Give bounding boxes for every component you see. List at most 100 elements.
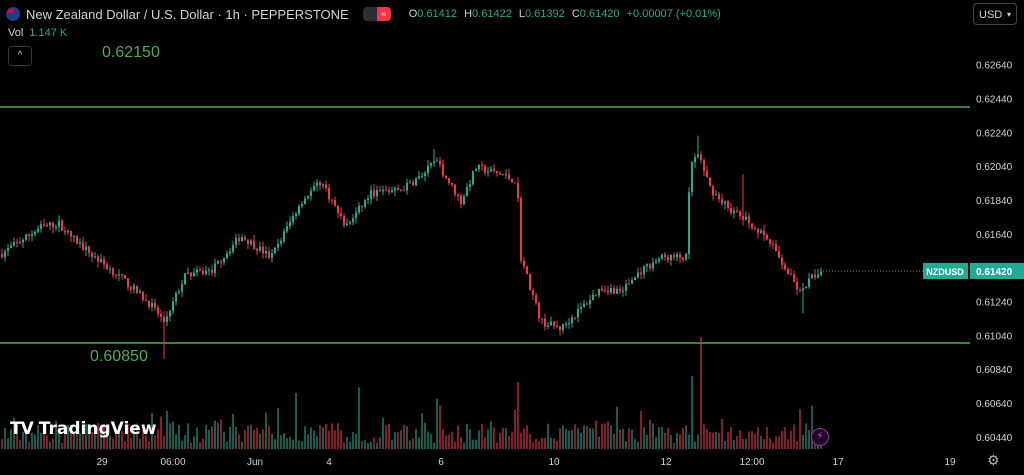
volume-bar bbox=[310, 427, 312, 449]
volume-bar bbox=[229, 426, 231, 449]
symbol-title[interactable]: New Zealand Dollar / U.S. Dollar · 1h · … bbox=[26, 6, 349, 22]
candle-body bbox=[334, 200, 336, 206]
candle-body bbox=[601, 288, 603, 291]
volume-bar bbox=[421, 413, 423, 449]
volume-bar bbox=[796, 440, 798, 449]
candle-body bbox=[82, 242, 84, 250]
candle-body bbox=[337, 205, 339, 213]
candle-body bbox=[148, 300, 150, 307]
volume-bar bbox=[160, 416, 162, 449]
volume-bar bbox=[568, 430, 570, 449]
candle-body bbox=[4, 251, 6, 258]
volume-bar bbox=[40, 432, 42, 449]
candle-body bbox=[556, 325, 558, 327]
candle-body bbox=[1, 254, 3, 258]
candle-body bbox=[520, 197, 522, 261]
candle-body bbox=[604, 290, 606, 292]
candle-body bbox=[538, 302, 540, 319]
lightning-icon[interactable]: ⚡ bbox=[811, 428, 829, 446]
candle-body bbox=[418, 176, 420, 179]
volume-bar bbox=[322, 427, 324, 449]
candle-body bbox=[421, 175, 423, 177]
volume-bar bbox=[556, 440, 558, 449]
volume-bar bbox=[415, 428, 417, 449]
volume-bar bbox=[355, 433, 357, 449]
candle-body bbox=[406, 182, 408, 191]
volume-value: 1.147 K bbox=[29, 27, 68, 39]
candle-body bbox=[709, 177, 711, 186]
candle-body bbox=[469, 184, 471, 188]
candle-body bbox=[739, 211, 741, 217]
candle-body bbox=[37, 228, 39, 232]
candle-body bbox=[553, 321, 555, 326]
candle-body bbox=[391, 190, 393, 193]
volume-bar bbox=[730, 427, 732, 449]
price-tick-label: 0.60640 bbox=[976, 399, 1013, 410]
volume-bar bbox=[235, 426, 237, 449]
last-price-badge-text: 0.61420 bbox=[976, 267, 1013, 278]
volume-bar bbox=[676, 433, 678, 449]
candle-body bbox=[358, 205, 360, 213]
volume-bar bbox=[106, 429, 108, 449]
volume-bar bbox=[181, 440, 183, 449]
wave-icon[interactable]: ≈ bbox=[376, 7, 391, 21]
volume-bar bbox=[376, 442, 378, 449]
volume-bar bbox=[295, 393, 297, 449]
volume-bar bbox=[364, 440, 366, 449]
candle-body bbox=[385, 189, 387, 191]
volume-bar bbox=[481, 424, 483, 449]
candle-body bbox=[430, 163, 432, 166]
candle-body bbox=[730, 207, 732, 214]
candle-body bbox=[226, 253, 228, 258]
volume-bar bbox=[367, 442, 369, 449]
tradingview-logo[interactable]: TV TradingView bbox=[10, 419, 157, 439]
indicator-pill[interactable]: ≈ bbox=[362, 7, 391, 21]
candle-body bbox=[640, 272, 642, 275]
candle-body bbox=[424, 172, 426, 176]
candle-body bbox=[544, 318, 546, 327]
candle-body bbox=[316, 182, 318, 186]
volume-bar bbox=[550, 437, 552, 449]
time-tick-label: 12 bbox=[660, 457, 672, 468]
candle-body bbox=[16, 242, 18, 244]
collapse-legend-button[interactable]: ^ bbox=[8, 46, 32, 66]
candle-body bbox=[448, 177, 450, 183]
volume-bar bbox=[535, 438, 537, 449]
candle-body bbox=[283, 231, 285, 242]
candle-body bbox=[190, 272, 192, 277]
volume-bar bbox=[274, 439, 276, 449]
candle-body bbox=[661, 254, 663, 259]
volume-bar bbox=[655, 436, 657, 449]
volume-bar bbox=[430, 434, 432, 449]
candle-body bbox=[319, 182, 321, 186]
volume-bar bbox=[196, 427, 198, 449]
time-tick-label: 4 bbox=[326, 457, 332, 468]
volume-bar bbox=[157, 428, 159, 449]
volume-bar bbox=[553, 438, 555, 449]
volume-bar bbox=[640, 410, 642, 449]
symbol-badge-text: NZDUSD bbox=[926, 267, 964, 277]
settings-gear-icon[interactable]: ⚙ bbox=[987, 452, 1000, 468]
candle-body bbox=[475, 169, 477, 172]
candle-body bbox=[571, 317, 573, 324]
volume-bar bbox=[67, 425, 69, 449]
volume-bar bbox=[10, 429, 12, 449]
pill-left[interactable] bbox=[362, 7, 377, 21]
volume-bar bbox=[790, 430, 792, 449]
candle-body bbox=[193, 272, 195, 277]
volume-bar bbox=[124, 441, 126, 449]
candle-body bbox=[721, 199, 723, 204]
candle-body bbox=[649, 264, 651, 269]
volume-bar bbox=[28, 441, 30, 449]
volume-bar bbox=[199, 442, 201, 449]
volume-bar bbox=[424, 422, 426, 449]
candle-body bbox=[565, 323, 567, 325]
volume-bar bbox=[334, 430, 336, 449]
volume-bar bbox=[643, 427, 645, 449]
volume-bar bbox=[598, 436, 600, 449]
currency-selector[interactable]: USD ▾ bbox=[973, 3, 1017, 25]
volume-bar bbox=[250, 424, 252, 449]
candle-body bbox=[667, 256, 669, 261]
candle-body bbox=[61, 220, 63, 231]
